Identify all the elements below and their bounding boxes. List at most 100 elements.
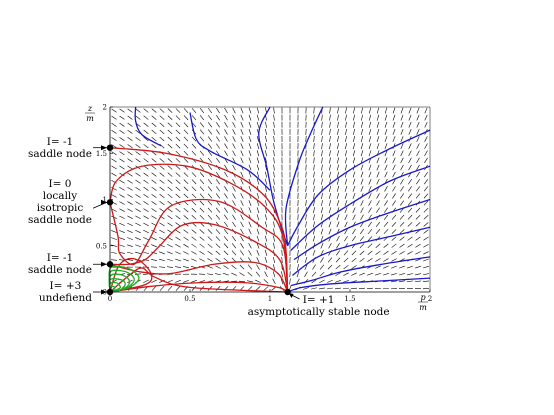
field-dash xyxy=(360,200,364,206)
field-dash xyxy=(367,258,373,262)
field-dash xyxy=(159,201,165,206)
field-dash xyxy=(423,243,429,248)
field-dash xyxy=(305,221,307,228)
field-dash xyxy=(207,143,213,149)
field-dash xyxy=(223,236,229,242)
field-dash xyxy=(215,273,221,276)
field-dash xyxy=(360,121,364,128)
field-dash xyxy=(119,208,125,212)
field-dash xyxy=(319,279,325,284)
field-dash xyxy=(321,157,323,164)
field-dash xyxy=(352,207,356,214)
field-dash xyxy=(265,150,267,157)
field-dash xyxy=(135,251,141,254)
field-dash xyxy=(343,272,349,276)
field-dash xyxy=(313,150,315,157)
field-dash xyxy=(305,185,307,192)
field-dash xyxy=(400,178,404,185)
field-dash xyxy=(329,143,331,150)
field-dash xyxy=(329,164,331,171)
field-dash xyxy=(399,243,405,248)
field-dash xyxy=(175,122,181,128)
field-dash xyxy=(224,193,228,199)
field-dash xyxy=(183,122,189,128)
field-dash xyxy=(384,150,388,157)
field-dash xyxy=(376,200,380,206)
field-dash xyxy=(151,108,157,113)
field-dash xyxy=(336,200,340,207)
field-dash xyxy=(304,264,308,270)
field-dash xyxy=(312,264,316,270)
field-dash xyxy=(360,164,364,171)
field-dash xyxy=(119,137,125,141)
field-dash xyxy=(127,208,133,212)
field-dash xyxy=(151,259,157,261)
field-dash xyxy=(313,143,315,150)
field-dash xyxy=(127,165,133,170)
field-dash xyxy=(159,136,165,142)
field-dash xyxy=(159,179,165,184)
field-dash xyxy=(375,250,381,255)
field-dash xyxy=(313,200,315,207)
field-dash xyxy=(416,129,420,135)
field-dash xyxy=(143,215,149,220)
field-dash xyxy=(111,165,117,170)
field-dash xyxy=(424,143,428,149)
field-dash xyxy=(256,150,260,157)
field-dash xyxy=(223,265,229,269)
field-dash xyxy=(256,178,260,185)
field-dash xyxy=(383,214,389,220)
field-dash xyxy=(151,179,157,184)
field-dash xyxy=(360,128,364,135)
field-dash xyxy=(167,179,173,184)
field-dash xyxy=(423,222,429,227)
field-dash xyxy=(175,279,181,283)
field-dash xyxy=(392,107,396,114)
field-dash xyxy=(232,178,236,185)
field-dash xyxy=(240,235,244,242)
field-dash xyxy=(111,230,117,233)
field-dash xyxy=(353,128,355,135)
field-dash xyxy=(368,136,372,142)
field-dash xyxy=(151,201,157,205)
field-dash xyxy=(352,214,356,221)
field-dash xyxy=(256,242,260,249)
field-dash xyxy=(383,258,389,262)
field-dash xyxy=(191,215,197,220)
field-dash xyxy=(231,257,237,263)
field-dash xyxy=(400,157,404,164)
field-dash xyxy=(383,243,389,248)
field-dash xyxy=(368,107,372,114)
field-dash xyxy=(424,114,428,121)
field-dash xyxy=(336,192,340,199)
field-dash xyxy=(232,214,236,220)
trajectory-0 xyxy=(134,106,162,147)
y-axis-label-den: m xyxy=(86,114,94,123)
field-dash xyxy=(304,271,308,277)
field-dash xyxy=(247,280,253,283)
field-dash xyxy=(119,237,125,240)
field-dash xyxy=(248,114,252,121)
field-dash xyxy=(392,121,396,128)
field-dash xyxy=(255,279,261,283)
trajectory-3 xyxy=(284,106,324,246)
field-dash xyxy=(329,121,331,128)
field-dash xyxy=(263,286,269,291)
field-dash xyxy=(256,235,260,242)
field-dash xyxy=(247,286,253,291)
field-dash xyxy=(336,171,340,178)
field-dash xyxy=(224,122,228,128)
field-dash xyxy=(344,164,348,171)
field-dash xyxy=(423,265,429,269)
x-tick-label: 1 xyxy=(268,295,272,303)
arrow-head xyxy=(101,289,107,295)
field-dash xyxy=(191,108,197,114)
field-dash xyxy=(240,221,244,228)
field-dash xyxy=(360,185,364,192)
field-dash xyxy=(273,185,275,192)
field-dash xyxy=(273,221,275,228)
field-dash xyxy=(135,151,141,156)
field-dash xyxy=(408,179,412,185)
field-dash xyxy=(422,280,430,283)
field-dash xyxy=(216,157,220,164)
